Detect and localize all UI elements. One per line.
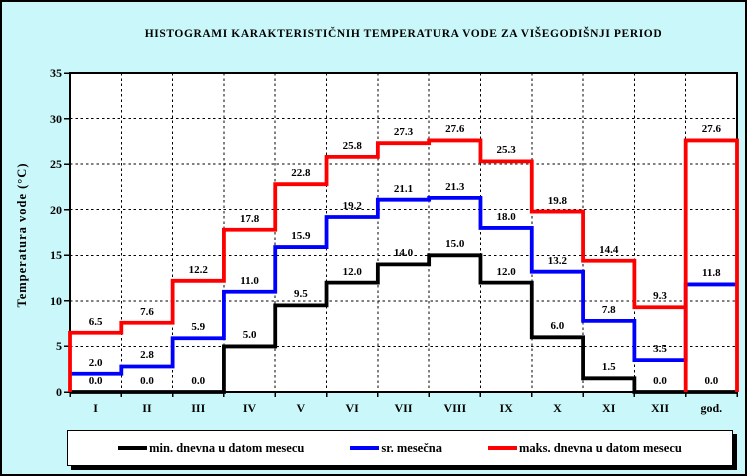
plot-area: 0.0 0.0 0.0 5.0 9.5 12.0 14.0 15.0 12.0 6.0 1.5 0.0… — [64, 72, 739, 397]
x-category-label: IX — [499, 401, 513, 415]
x-category-label: I — [93, 401, 98, 415]
x-category-label: XI — [602, 401, 616, 415]
legend-item-max: maks. dnevna u datom mesecu — [487, 440, 682, 456]
x-category-label: II — [142, 401, 152, 415]
legend-line-red-icon — [487, 446, 517, 450]
y-tick-label: 25 — [50, 157, 62, 172]
legend: min. dnevna u datom mesecu sr. mesečna m… — [67, 430, 733, 466]
legend-label-max: maks. dnevna u datom mesecu — [518, 440, 682, 455]
chart-title: HISTOGRAMI KARAKTERISTIČNIH TEMPERATURA … — [144, 28, 663, 40]
legend-line-blue-icon — [350, 446, 380, 450]
x-category-label: VI — [345, 401, 359, 415]
x-category-label: III — [191, 401, 206, 415]
legend-item-min: min. dnevna u datom mesecu — [118, 441, 304, 456]
y-tick-label: 15 — [50, 248, 62, 263]
y-tick-label: 5 — [56, 339, 62, 354]
x-category-label: VIII — [443, 401, 467, 415]
chart-canvas — [64, 72, 739, 397]
x-category-label: V — [296, 401, 306, 415]
legend-line-black-icon — [118, 446, 148, 450]
x-category-label: XII — [651, 401, 670, 415]
legend-label-mean: sr. mesečna — [381, 440, 442, 455]
x-category-label: X — [553, 401, 562, 415]
legend-label-min: min. dnevna u datom mesecu — [149, 440, 305, 455]
y-axis-title: Temperatura vode (°C) — [15, 162, 29, 308]
y-tick-label: 10 — [50, 293, 62, 308]
x-category-label: VII — [394, 401, 413, 415]
legend-item-mean: sr. mesečna — [350, 441, 442, 456]
x-category-label: IV — [242, 401, 257, 415]
x-category-label: god. — [700, 401, 723, 415]
y-tick-label: 30 — [50, 111, 62, 126]
series-line-0 — [70, 253, 737, 394]
y-tick-label: 35 — [50, 66, 62, 80]
y-tick-label: 20 — [50, 202, 62, 217]
y-tick-label: 0 — [56, 385, 62, 399]
series-line-2 — [68, 138, 739, 392]
series-line-1 — [70, 195, 737, 376]
